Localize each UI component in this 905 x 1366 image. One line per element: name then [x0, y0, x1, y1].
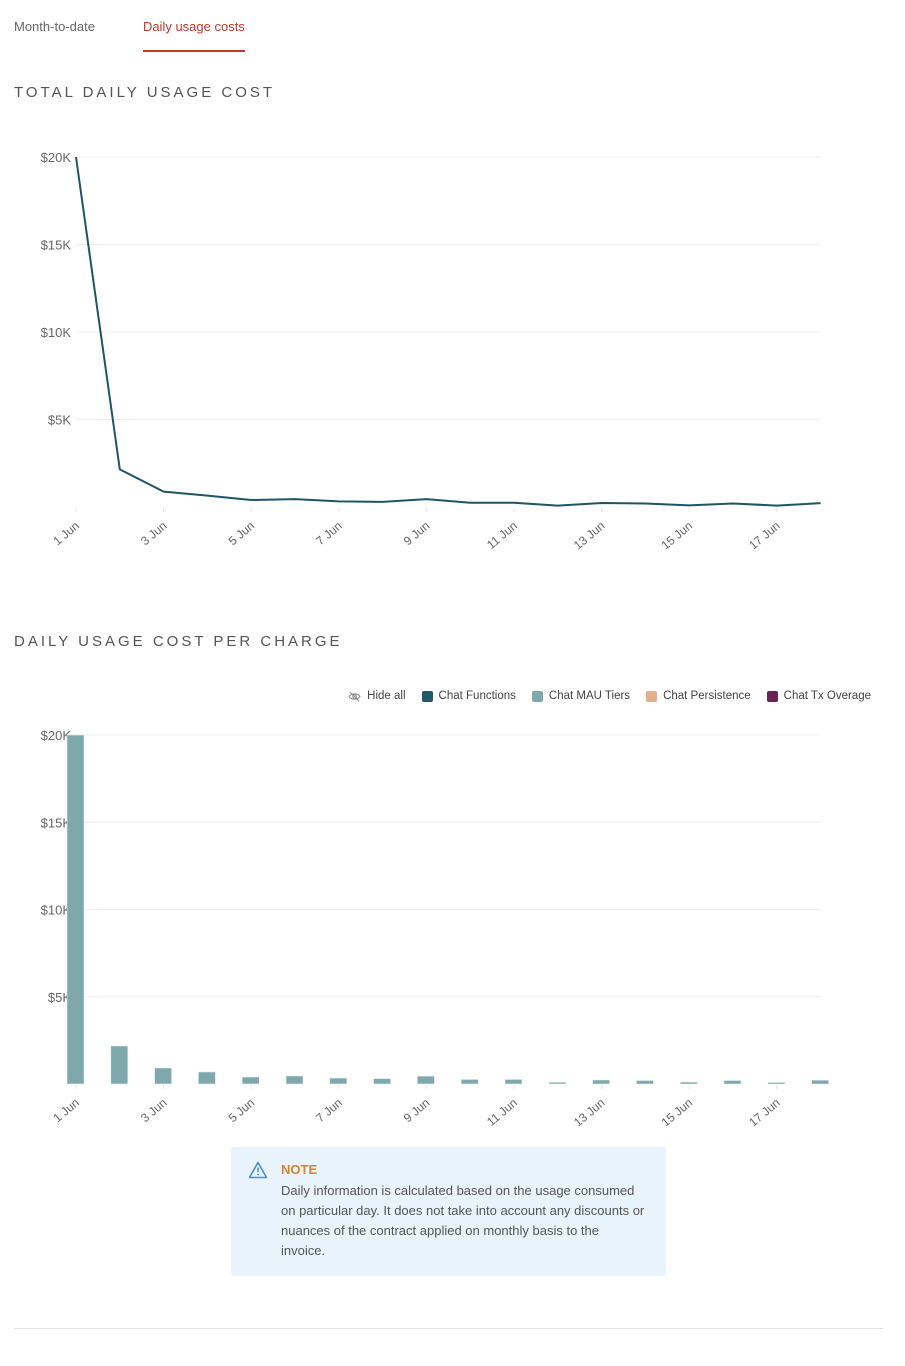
bar-chat-mau-tiers[interactable] [285, 1075, 304, 1085]
legend-item-chat-persistence[interactable]: Chat Persistence [646, 690, 751, 702]
y-tick-label: $5K [48, 990, 71, 1005]
bar-chat-mau-tiers[interactable] [592, 1079, 610, 1085]
bar-chat-mau-tiers[interactable] [198, 1071, 216, 1085]
x-tick-label: 15 Jun [659, 519, 696, 553]
legend-item-chat-functions[interactable]: Chat Functions [421, 690, 516, 702]
bar-chart-title: DAILY USAGE COST PER CHARGE [14, 633, 343, 650]
x-tick-label: 9 Jun [401, 519, 432, 549]
x-tick-label: 11 Jun [484, 519, 520, 552]
y-tick-label: $10K [41, 903, 72, 918]
x-tick-label: 7 Jun [313, 1096, 344, 1126]
x-tick-label: 3 Jun [138, 1096, 169, 1126]
swatch-chat-functions [421, 690, 433, 702]
x-tick-label: 7 Jun [313, 519, 344, 549]
legend-label: Chat Tx Overage [783, 690, 871, 702]
y-tick-label: $20K [41, 150, 72, 165]
daily-usage-per-charge-bar-chart: $5K $10K $15K $20K 1 Jun 3 Jun 5 Jun 7 Jun 9 Jun… [41, 728, 829, 1130]
bar-chat-mau-tiers[interactable] [460, 1079, 479, 1085]
note-box: NOTE Daily information is calculated bas… [231, 1147, 666, 1276]
legend-item-chat-mau-tiers[interactable]: Chat MAU Tiers [531, 690, 631, 702]
bar-chat-mau-tiers[interactable] [767, 1082, 786, 1085]
swatch-chat-persistence [646, 690, 658, 702]
x-tick-label: 5 Jun [226, 519, 257, 549]
x-tick-label: 17 Jun [746, 519, 783, 553]
legend-item-chat-tx-overage[interactable]: Chat Tx Overage [766, 690, 871, 702]
bar-chat-mau-tiers[interactable] [811, 1079, 829, 1085]
legend-label: Chat Persistence [663, 690, 751, 702]
total-cost-line [75, 156, 821, 507]
eye-slash-icon [348, 691, 361, 701]
bar-chat-mau-tiers[interactable] [679, 1081, 698, 1085]
y-tick-label: $5K [48, 413, 71, 428]
x-tick-label: 13 Jun [571, 519, 608, 553]
y-tick-label: $10K [41, 325, 72, 340]
bar-chat-mau-tiers[interactable] [504, 1079, 523, 1085]
chart-legend: Hide all Chat Functions Chat MAU Tiers C… [348, 690, 871, 702]
y-tick-label: $15K [41, 815, 72, 830]
x-tick-label: 17 Jun [746, 1096, 783, 1130]
bar-chat-mau-tiers[interactable] [417, 1075, 435, 1085]
total-daily-usage-line-chart: $5K $10K $15K $20K 1 Jun 3 Jun 5 Jun 7 Jun 9 Jun… [41, 150, 821, 553]
x-tick-label: 11 Jun [484, 1096, 520, 1129]
bar-chat-mau-tiers[interactable] [241, 1076, 260, 1085]
tab-daily-usage-costs[interactable]: Daily usage costs [142, 0, 245, 52]
note-title: NOTE [281, 1162, 318, 1177]
x-tick-label: 15 Jun [659, 1096, 696, 1130]
bar-chat-mau-tiers[interactable] [154, 1067, 172, 1085]
bar-chat-mau-tiers[interactable] [110, 1045, 129, 1085]
bar-chat-mau-tiers[interactable] [548, 1081, 567, 1085]
x-tick-label: 1 Jun [50, 1096, 81, 1126]
x-tick-label: 1 Jun [50, 519, 81, 549]
legend-label: Chat MAU Tiers [548, 690, 631, 702]
x-tick-label: 3 Jun [138, 519, 169, 549]
bar-chat-mau-tiers[interactable] [373, 1078, 391, 1085]
warning-triangle-icon [248, 1161, 268, 1179]
bottom-divider [14, 1328, 883, 1329]
line-chart-title: TOTAL DAILY USAGE COST [14, 84, 276, 101]
y-tick-label: $15K [41, 238, 72, 253]
tab-month-to-date[interactable]: Month-to-date [14, 19, 95, 34]
bar-chat-mau-tiers[interactable] [329, 1077, 348, 1085]
tab-bar: Month-to-date Daily usage costs [14, 0, 293, 52]
x-tick-label: 13 Jun [571, 1096, 608, 1130]
swatch-chat-tx-overage [766, 690, 778, 702]
x-tick-label: 9 Jun [401, 1096, 432, 1126]
hide-all-button[interactable]: Hide all [348, 690, 406, 702]
bar-chat-mau-tiers[interactable] [723, 1080, 742, 1085]
x-tick-label: 5 Jun [226, 1096, 257, 1126]
y-tick-label: $20K [41, 728, 72, 743]
hide-all-label: Hide all [367, 690, 406, 702]
note-body: Daily information is calculated based on… [281, 1183, 645, 1258]
swatch-chat-mau-tiers [531, 690, 543, 702]
bar-chat-mau-tiers[interactable] [636, 1080, 654, 1085]
legend-label: Chat Functions [438, 690, 516, 702]
bar-chat-mau-tiers[interactable] [66, 734, 85, 1085]
